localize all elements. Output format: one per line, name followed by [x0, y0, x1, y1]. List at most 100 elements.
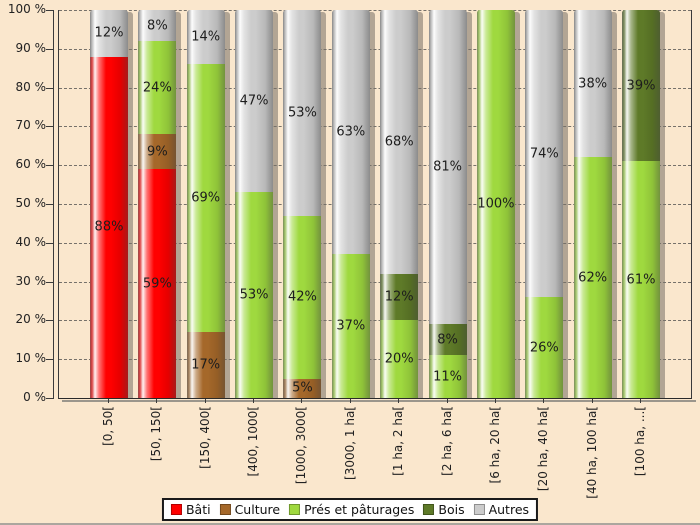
- gridline: [59, 48, 691, 50]
- stacked-bar: 39% 61%: [622, 10, 660, 398]
- bar-segment-autres: 14%: [186, 10, 225, 65]
- bar-shadow: [128, 12, 133, 398]
- gridline: [59, 87, 691, 89]
- legend-item-autres: Autres: [473, 502, 529, 517]
- x-axis-category-label: [20 ha, 40 ha[: [536, 406, 551, 492]
- x-axis-tick: [640, 399, 641, 403]
- y-axis-tick-label: 70 %: [15, 118, 47, 133]
- plot-area: 12% 88% 8% 24% 9% 59% 14% 69% 17% 47% 53% 53% 42% 5% 6…: [58, 10, 692, 399]
- segment-value-label: 8%: [147, 18, 168, 34]
- bar-column: 68% 12% 20%: [380, 10, 424, 398]
- segment-value-label: 20%: [384, 351, 414, 367]
- legend-label: Culture: [234, 502, 281, 517]
- segment-value-label: 88%: [94, 219, 124, 235]
- stacked-bar: 53% 42% 5%: [283, 10, 322, 398]
- y-axis-tick-label: 40 %: [15, 234, 47, 249]
- y-axis-tick-label: 60 %: [15, 157, 47, 172]
- segment-value-label: 100%: [477, 196, 515, 212]
- bar-segment-culture: 17%: [186, 332, 225, 398]
- segment-value-label: 59%: [142, 276, 172, 291]
- y-axis-tick: [46, 10, 53, 11]
- bar-segment-pr-s-et-p-turages: 53%: [235, 192, 274, 398]
- gridline: [59, 165, 691, 167]
- bar-column: 100%: [476, 10, 520, 398]
- bar-segment-autres: 8%: [138, 10, 177, 42]
- y-axis-tick-label: 10 %: [15, 351, 47, 366]
- x-axis-tick: [543, 399, 545, 403]
- bar-shadow: [369, 12, 375, 398]
- x-axis-category-label: [0, 50[: [101, 406, 115, 446]
- bar-shadow: [321, 12, 327, 398]
- segment-value-label: 38%: [578, 76, 608, 92]
- segment-value-label: 26%: [529, 340, 559, 356]
- gridline: [59, 359, 691, 361]
- bar-shadow: [660, 12, 665, 398]
- segment-value-label: 24%: [142, 80, 172, 96]
- legend-color-swatch: [289, 504, 301, 515]
- segment-value-label: 37%: [336, 318, 366, 334]
- y-axis-tick: [46, 320, 53, 322]
- bar-column: 8% 24% 9% 59%: [138, 10, 182, 398]
- y-axis-tick: [46, 281, 53, 283]
- legend-item-culture: Culture: [219, 502, 281, 517]
- gridline: [59, 242, 691, 244]
- y-axis-tick-label: 100 %: [7, 2, 46, 16]
- stacked-bar: 47% 53%: [235, 10, 274, 398]
- bar-segment-autres: 74%: [525, 10, 564, 298]
- x-axis-tick: [204, 399, 206, 403]
- x-axis-tick: [494, 399, 496, 403]
- segment-value-label: 69%: [191, 190, 221, 206]
- legend-label: Prés et pâturages: [304, 502, 415, 517]
- legend-color-swatch: [423, 504, 435, 515]
- x-axis-shadow: [62, 400, 696, 402]
- bar-segment-autres: 38%: [573, 10, 612, 158]
- x-axis-tick: [591, 399, 593, 403]
- bar-column: 39% 61%: [622, 10, 665, 398]
- bar-segment-pr-s-et-p-turages: 26%: [525, 297, 564, 398]
- bar-segment-autres: 47%: [235, 10, 274, 193]
- segment-value-label: 11%: [433, 369, 462, 385]
- stacked-bar: 14% 69% 17%: [186, 10, 225, 398]
- gridline: [59, 10, 691, 11]
- y-axis-tick-label: 20 %: [15, 312, 47, 327]
- segment-value-label: 42%: [288, 289, 317, 305]
- legend-label: Bâti: [185, 502, 211, 517]
- y-axis-tick: [46, 87, 53, 89]
- bar-column: 12% 88%: [90, 10, 133, 398]
- bar-segment-pr-s-et-p-turages: 100%: [476, 10, 515, 398]
- y-axis-tick: [46, 359, 53, 361]
- bar-segment-pr-s-et-p-turages: 62%: [573, 157, 612, 398]
- segment-value-label: 53%: [288, 105, 317, 121]
- x-axis-category-label: [50, 150[: [149, 406, 164, 462]
- bar-segment-culture: 9%: [138, 134, 177, 170]
- x-axis-category-label: [3000, 1 ha[: [342, 406, 357, 480]
- bar-shadow: [563, 12, 569, 398]
- segment-value-label: 8%: [437, 332, 458, 348]
- bar-segment-pr-s-et-p-turages: 61%: [622, 161, 660, 398]
- x-axis-tick: [398, 399, 400, 403]
- x-axis-category-label: [1 ha, 2 ha[: [391, 406, 406, 476]
- gridline: [59, 320, 691, 322]
- y-axis-tick: [46, 165, 53, 167]
- bar-column: 47% 53%: [235, 10, 279, 398]
- y-axis-tick: [46, 48, 53, 50]
- bar-column: 53% 42% 5%: [283, 10, 327, 398]
- x-axis-tick: [156, 399, 158, 403]
- bar-segment-bois: 39%: [622, 10, 660, 162]
- bar-segment-pr-s-et-p-turages: 37%: [331, 254, 370, 398]
- y-axis-tick-label: 30 %: [15, 273, 47, 288]
- bar-segment-bois: 8%: [428, 324, 467, 356]
- y-axis-tick-label: 0 %: [23, 390, 46, 404]
- legend-label: Bois: [438, 502, 465, 517]
- bar-segment-pr-s-et-p-turages: 11%: [428, 355, 467, 398]
- y-axis-tick-label: 90 %: [15, 40, 47, 55]
- x-axis-category-label: [40 ha, 100 ha[: [584, 406, 599, 499]
- legend: Bâti Culture Prés et pâturages Bois Autres: [161, 498, 539, 521]
- bar-segment-bois: 12%: [380, 273, 419, 321]
- y-axis-tick: [46, 126, 53, 128]
- stacked-bar: 38% 62%: [573, 10, 612, 398]
- x-axis-tick: [349, 399, 351, 403]
- bar-shadow: [514, 12, 520, 398]
- segment-value-label: 12%: [94, 25, 124, 41]
- legend-color-swatch: [473, 504, 485, 515]
